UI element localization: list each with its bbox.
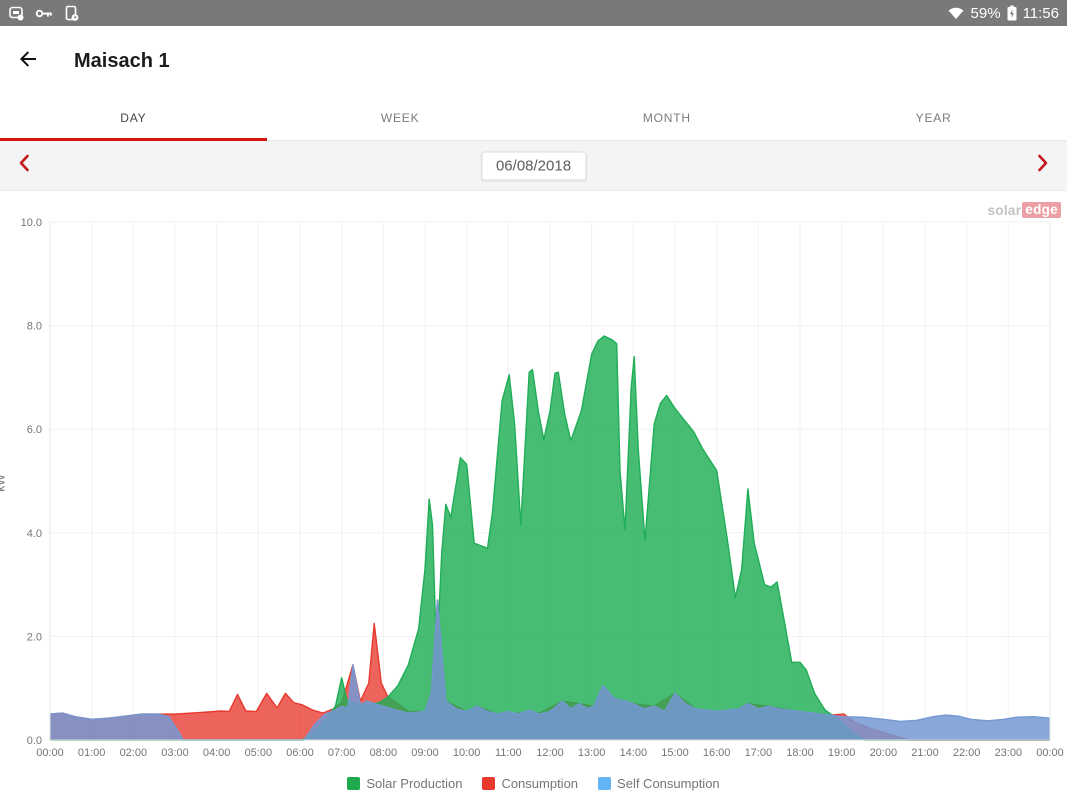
x-tick-label: 00:00: [1036, 747, 1064, 759]
legend-label: Consumption: [501, 775, 579, 791]
tab-week[interactable]: WEEK: [380, 111, 420, 125]
x-tick-label: 15:00: [661, 747, 689, 759]
x-tick-label: 16:00: [703, 747, 731, 759]
x-tick-label: 00:00: [36, 747, 64, 759]
series-area-solar-production: [50, 336, 1050, 740]
chevron-left-icon: [17, 154, 31, 177]
x-tick-label: 21:00: [911, 747, 939, 759]
key-icon: [35, 5, 53, 22]
y-tick-label: 0.0: [27, 735, 42, 747]
consumption-swatch: [482, 776, 496, 790]
chart-legend: Solar Production Consumption Self Consum…: [0, 766, 1067, 800]
tab-day[interactable]: DAY: [120, 111, 147, 125]
x-tick-label: 18:00: [786, 747, 814, 759]
chevron-right-icon: [1036, 154, 1050, 177]
solaredge-watermark: solar edge: [987, 202, 1061, 218]
page-title: Maisach 1: [74, 49, 170, 72]
x-tick-label: 22:00: [953, 747, 981, 759]
y-tick-label: 4.0: [27, 528, 42, 540]
watermark-edge-text: edge: [1022, 202, 1061, 218]
x-tick-label: 09:00: [411, 747, 439, 759]
watermark-solar-text: solar: [987, 202, 1022, 218]
chart-area[interactable]: solar edge kW 0.0 2.0 4.0 6.0 8.0 10.0 00:00 01…: [0, 191, 1067, 766]
x-tick-label: 06:00: [286, 747, 314, 759]
y-tick-label: 2.0: [27, 631, 42, 643]
series-line-solar-production: [50, 335, 1050, 741]
battery-charging-icon: [1007, 5, 1017, 21]
period-tabs: DAY WEEK MONTH YEAR: [0, 96, 1067, 141]
app-header: Maisach 1: [0, 26, 1067, 96]
area-chart: 0.0 2.0 4.0 6.0 8.0 10.0 00:00 01:00 02:00 03:00 0…: [21, 217, 1064, 759]
x-tick-label: 12:00: [536, 747, 564, 759]
legend-item-consumption[interactable]: Consumption: [482, 776, 578, 791]
y-tick-label: 6.0: [27, 424, 42, 436]
x-tick-label: 17:00: [745, 747, 773, 759]
x-tick-label: 20:00: [870, 747, 898, 759]
message-lock-icon: [8, 5, 25, 22]
x-tick-label: 03:00: [161, 747, 189, 759]
tab-year[interactable]: YEAR: [915, 111, 952, 125]
solar-production-swatch: [347, 776, 361, 790]
y-tick-label: 10.0: [21, 217, 42, 229]
x-tick-label: 01:00: [78, 747, 106, 759]
series-area-consumption: [50, 600, 1050, 740]
status-bar: 59% 11:56: [0, 0, 1067, 26]
x-tick-label: 04:00: [203, 747, 231, 759]
x-tick-label: 14:00: [620, 747, 648, 759]
clock-time: 11:56: [1022, 4, 1059, 22]
series-line-self-consumption: [49, 599, 1051, 741]
x-tick-label: 10:00: [453, 747, 481, 759]
date-picker[interactable]: 06/08/2018: [480, 151, 587, 180]
x-tick-label: 07:00: [328, 747, 356, 759]
legend-label: Self Consumption: [617, 775, 720, 791]
back-button[interactable]: [0, 26, 56, 96]
next-day-button[interactable]: [1019, 141, 1067, 190]
back-arrow-icon: [16, 47, 40, 76]
x-tick-label: 05:00: [245, 747, 273, 759]
self-consumption-swatch: [598, 776, 612, 790]
device-clock-icon: [63, 5, 80, 22]
y-tick-label: 8.0: [27, 321, 42, 333]
battery-percent: 59%: [970, 4, 1001, 22]
tab-month[interactable]: MONTH: [642, 111, 691, 125]
x-tick-label: 13:00: [578, 747, 606, 759]
wifi-icon: [947, 6, 965, 20]
x-tick-label: 02:00: [120, 747, 148, 759]
x-tick-label: 11:00: [495, 747, 522, 759]
legend-item-solar-production[interactable]: Solar Production: [347, 776, 462, 791]
x-tick-label: 23:00: [995, 747, 1023, 759]
date-navigation: 06/08/2018: [0, 141, 1067, 191]
x-tick-label: 19:00: [828, 747, 856, 759]
active-tab-indicator: [0, 138, 267, 141]
y-axis-label: kW: [0, 474, 8, 492]
x-tick-label: 08:00: [370, 747, 398, 759]
legend-item-self-consumption[interactable]: Self Consumption: [598, 776, 720, 791]
previous-day-button[interactable]: [0, 141, 48, 190]
legend-label: Solar Production: [366, 775, 463, 791]
